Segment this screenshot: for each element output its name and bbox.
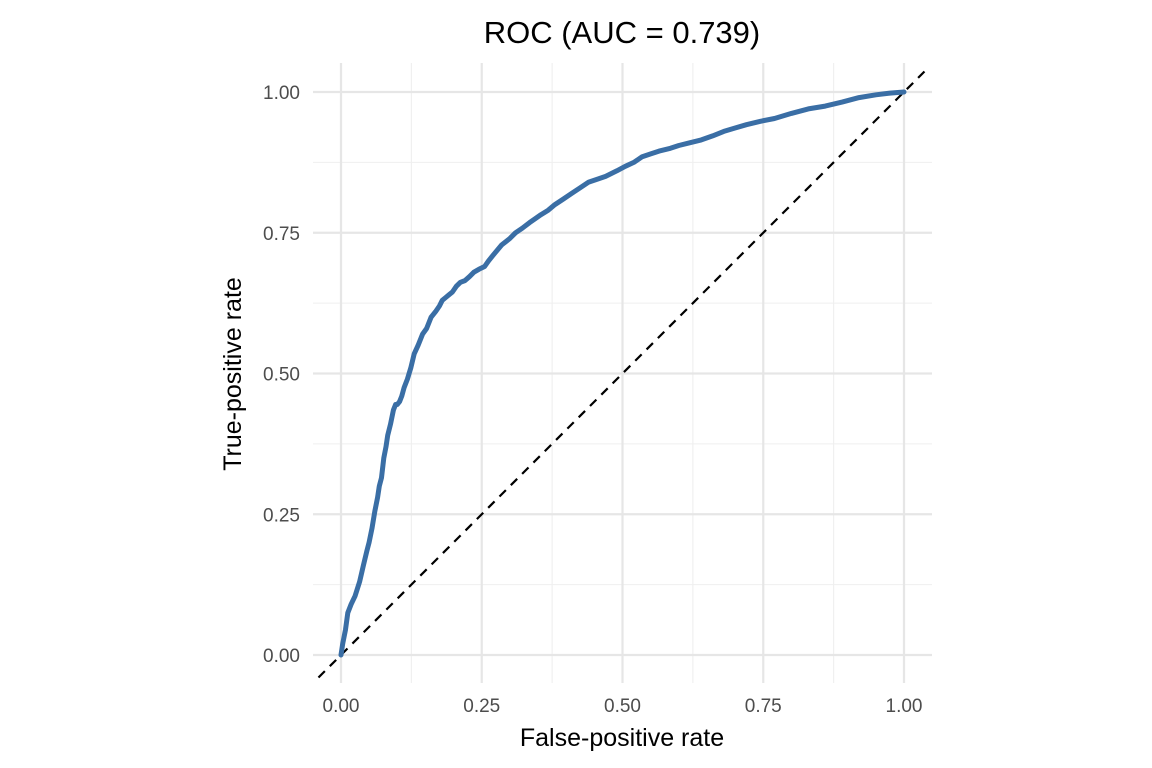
series-layer [338,89,907,658]
y-tick-label: 0.75 [263,224,300,245]
x-tick-label: 0.00 [323,696,360,717]
x-tick-label: 0.75 [745,696,782,717]
y-tick-labels: 0.00 0.25 0.50 0.75 1.00 [263,83,300,667]
x-tick-labels: 0.00 0.25 0.50 0.75 1.00 [323,696,923,717]
x-tick-label: 0.25 [463,696,500,717]
y-tick-label: 0.50 [263,365,300,386]
roc-curve-line [338,89,907,658]
chart-title: ROC (AUC = 0.739) [484,15,761,50]
y-tick-label: 0.00 [263,646,300,667]
x-tick-label: 1.00 [886,696,923,717]
y-tick-label: 0.25 [263,505,300,526]
x-tick-label: 0.50 [604,696,641,717]
x-axis-title: False-positive rate [520,724,724,752]
y-tick-label: 1.00 [263,83,300,104]
y-axis-title: True-positive rate [219,277,247,471]
